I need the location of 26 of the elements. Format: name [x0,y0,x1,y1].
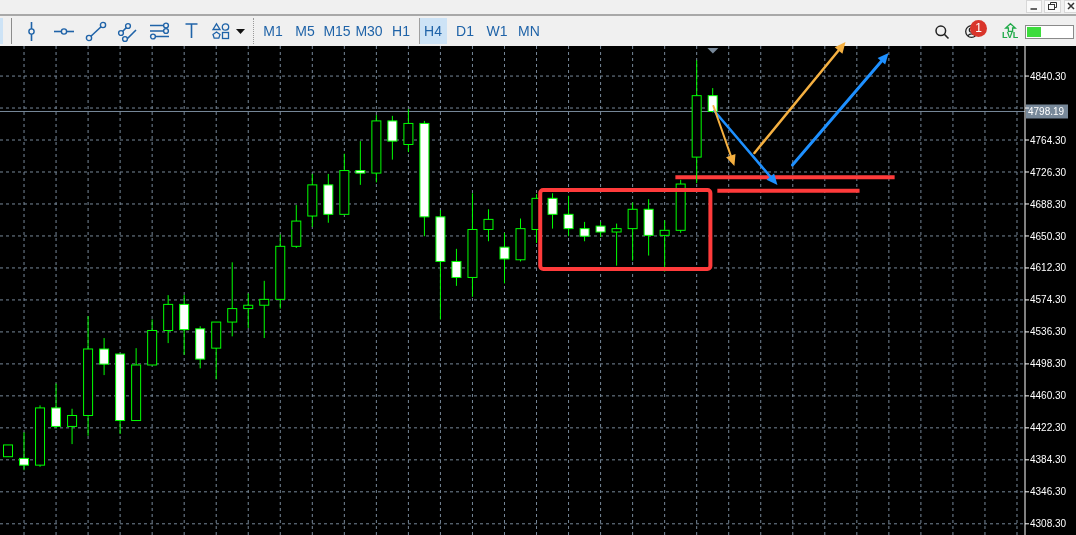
y-tick-label: 4460.30 [1030,390,1067,402]
y-tick-label: 4650.30 [1030,230,1067,242]
y-tick-label: 4574.30 [1030,294,1067,306]
y-tick-label: 4346.30 [1030,486,1067,498]
y-tick-label: 4498.30 [1030,358,1067,370]
text: D1 [456,23,474,39]
text: 1 [970,20,987,37]
text: M30 [355,23,383,39]
y-tick-label: 4726.30 [1030,166,1067,178]
y-tick-label: 4384.30 [1030,454,1067,466]
text: MN [518,23,540,39]
y-tick-label: 4688.30 [1030,198,1067,210]
text: LVL [1002,30,1019,40]
y-tick-label: 4536.30 [1030,326,1067,338]
text: M15 [323,23,351,39]
text: W1 [486,23,508,39]
y-tick-label: 4422.30 [1030,422,1067,434]
text: H4 [424,23,442,39]
text: M5 [295,23,315,39]
y-tick-label: 4840.30 [1030,70,1067,82]
y-tick-label: 4612.30 [1030,262,1067,274]
ref-line-label: 4798.19 [1028,106,1065,118]
text: M1 [263,23,283,39]
y-tick-label: 4308.30 [1030,518,1067,530]
y-tick-label: 4764.30 [1030,134,1067,146]
text: H1 [392,23,410,39]
